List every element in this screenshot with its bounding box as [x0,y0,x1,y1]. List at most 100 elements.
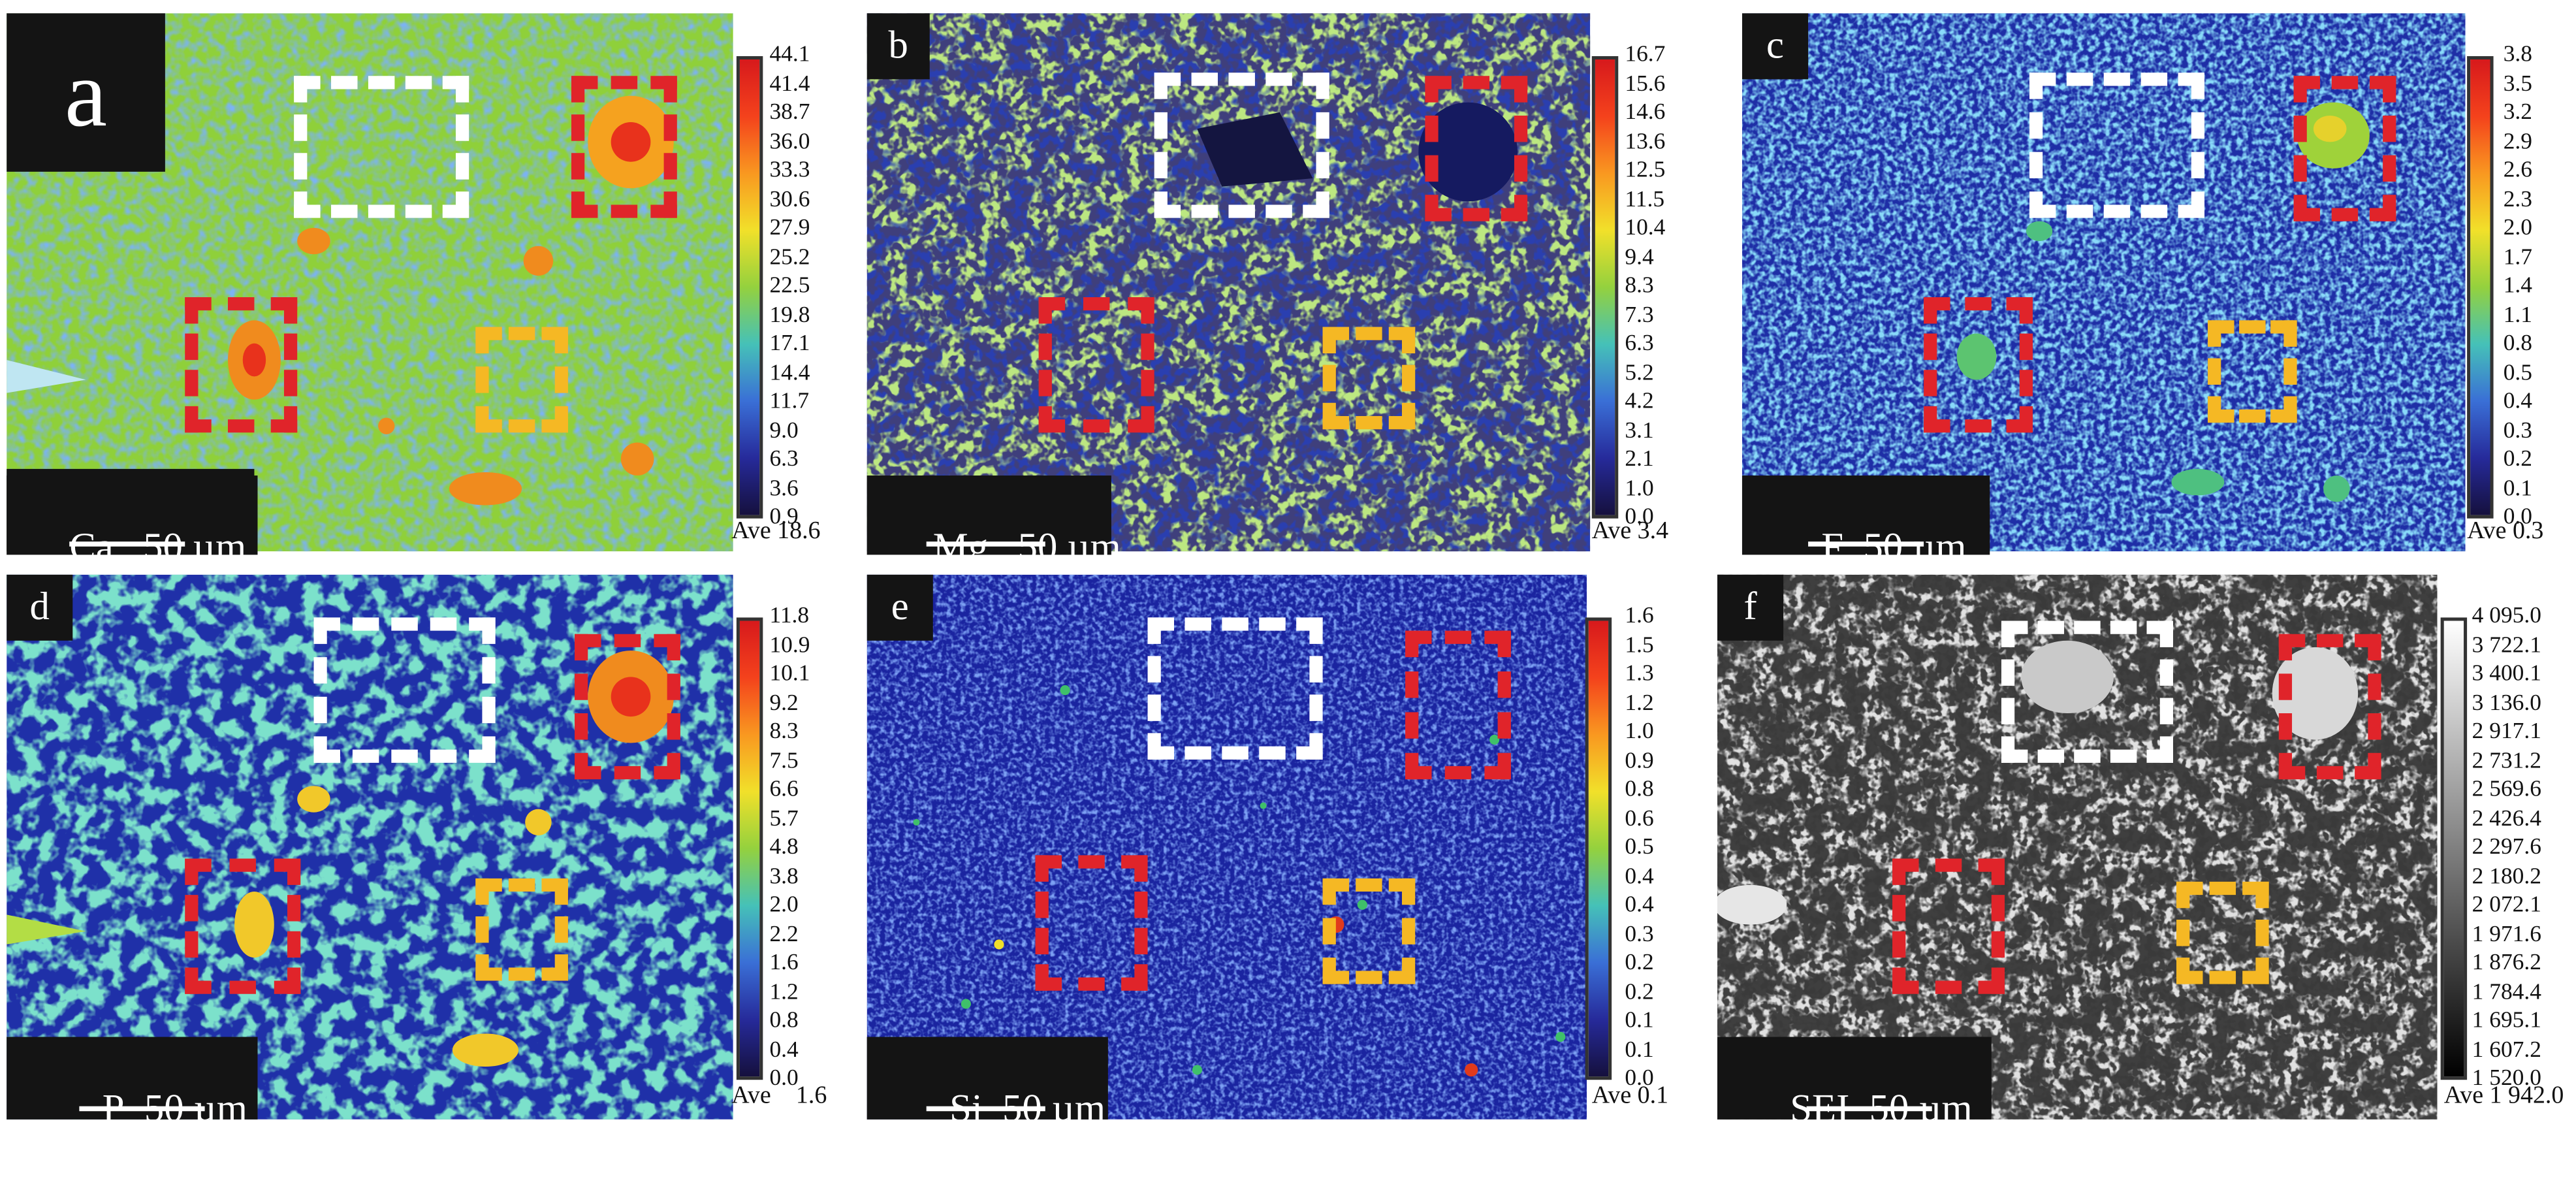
colorbar-tick-label: 2 297.6 [2472,835,2541,861]
colorbar-tick-label: 0.0 [2503,505,2532,530]
roi-red-top [2293,76,2396,221]
p-average: 1.6 [795,1083,827,1110]
colorbar-tick-label: 1.1 [2503,302,2532,328]
colorbar-tick-label: 27.9 [769,216,810,242]
colorbar-tick-label: 0.4 [1625,893,1654,918]
roi-white [294,76,469,218]
colorbar-tick-label: 10.4 [1625,216,1666,242]
p-map-image [7,574,733,1120]
mg-colorbar [1591,56,1619,519]
colorbar-tick-label: 16.7 [1625,42,1666,68]
colorbar-tick-label: 2 426.4 [2472,806,2541,831]
ca-average: Ave 18.6 [731,518,821,545]
scale-bar [69,541,185,547]
f-scale-label: 50 µm [1863,526,1967,570]
colorbar-tick-label: 1.7 [2503,245,2532,270]
colorbar-tick-label: 8.3 [769,720,799,745]
panel-letter: a [7,13,165,172]
si-average: Ave 0.1 [1591,1083,1669,1110]
roi-yellow [475,878,568,981]
panel-d-p-map: d [7,574,733,1120]
p-average-label: Ave [731,1083,771,1110]
colorbar-tick-label: 0.9 [1625,749,1654,774]
colorbar-tick-label: 8.3 [1625,274,1654,299]
colorbar-tick-label: 6.3 [1625,332,1654,357]
mg-scale-label: 50 µm [1017,526,1121,570]
colorbar-tick-label: 1 520.0 [2472,1066,2541,1091]
p-label-box: P 50 µm [7,1037,258,1131]
roi-white [2029,73,2205,218]
f-average: Ave 0.3 [2467,518,2544,545]
ca-label-box: Ca 50 µm [7,476,258,570]
panel-c-f-map: c [1741,13,2466,552]
panel-e-si-map: e [867,574,1587,1120]
scale-bar [1806,1106,1932,1112]
colorbar-tick-label: 4.8 [769,835,799,861]
colorbar-tick-label: 6.6 [769,777,799,803]
colorbar-tick-label: 14.4 [769,361,810,386]
colorbar-tick-label: 0.2 [2503,447,2532,472]
roi-red-bottom [185,858,301,994]
roi-white [1154,73,1329,218]
colorbar-tick-label: 44.1 [769,42,810,68]
roi-red-bottom [1892,858,2005,994]
mg-label-box: Mg 50 µm [867,476,1121,570]
roi-white [2001,621,2173,763]
colorbar-tick-label: 1 784.4 [2472,980,2541,1005]
colorbar-tick-label: 1.2 [769,980,799,1005]
si-map-image [867,574,1587,1120]
colorbar-tick-label: 1 607.2 [2472,1037,2541,1063]
roi-red-top [571,76,677,218]
colorbar-tick-label: 1.3 [1625,662,1654,687]
colorbar-tick-label: 0.1 [1625,1008,1654,1034]
colorbar-tick-label: 4 095.0 [2472,604,2541,630]
colorbar-tick-label: 1 695.1 [2472,1008,2541,1034]
colorbar-tick-label: 0.2 [1625,951,1654,976]
panel-letter: b [867,13,930,80]
f-map-image [1741,13,2466,552]
roi-yellow [2176,881,2269,984]
f-label-box: F 50 µm [1741,476,1990,570]
colorbar-tick-label: 2.2 [769,922,799,947]
mg-map-image [867,13,1591,552]
colorbar-tick-label: 0.5 [2503,361,2532,386]
colorbar-tick-label: 15.6 [1625,71,1666,97]
colorbar-tick-label: 0.3 [2503,418,2532,443]
colorbar-tick-label: 30.6 [769,187,810,212]
roi-red-bottom [185,297,298,433]
scale-bar [926,541,1045,547]
colorbar-tick-label: 6.3 [769,447,799,472]
colorbar-tick-label: 3.5 [2503,71,2532,97]
colorbar-tick-label: 14.6 [1625,101,1666,126]
colorbar-tick-label: 0.8 [2503,332,2532,357]
colorbar-tick-label: 1.6 [1625,604,1654,630]
roi-yellow [2208,320,2297,423]
colorbar-tick-label: 0.8 [1625,777,1654,803]
mg-element-label: Mg [932,526,989,570]
colorbar-tick-label: 7.3 [1625,302,1654,328]
colorbar-tick-label: 1 971.6 [2472,922,2541,947]
roi-white [313,617,496,763]
colorbar-tick-label: 2.3 [2503,187,2532,212]
roi-yellow [475,327,568,433]
colorbar-tick-label: 0.4 [1625,864,1654,890]
p-colorbar [736,617,763,1080]
colorbar-tick-label: 5.7 [769,806,799,831]
colorbar-tick-label: 7.5 [769,749,799,774]
colorbar-tick-label: 0.0 [1625,505,1654,530]
colorbar-tick-label: 2.9 [2503,129,2532,155]
colorbar-tick-label: 9.4 [1625,245,1654,270]
colorbar-tick-label: 0.4 [2503,389,2532,415]
colorbar-tick-label: 1.0 [1625,476,1654,502]
colorbar-tick-label: 2.0 [769,893,799,918]
panel-letter: d [7,574,73,641]
f-element-label: F [1821,526,1844,570]
colorbar-tick-label: 3.8 [769,864,799,890]
colorbar-tick-label: 1.2 [1625,690,1654,716]
colorbar-tick-label: 2.6 [2503,158,2532,184]
colorbar-tick-label: 3 722.1 [2472,633,2541,658]
roi-yellow [1322,327,1416,430]
panel-letter: e [867,574,933,641]
colorbar-tick-label: 0.0 [769,1066,799,1091]
colorbar-tick-label: 19.8 [769,302,810,328]
